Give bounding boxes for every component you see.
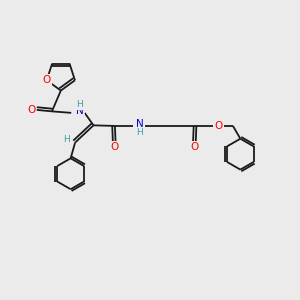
Text: O: O	[214, 121, 223, 131]
Text: O: O	[190, 142, 198, 152]
Text: N: N	[136, 118, 144, 128]
Text: O: O	[27, 105, 35, 115]
Text: N: N	[76, 106, 83, 116]
Text: O: O	[43, 75, 51, 85]
Text: O: O	[110, 142, 118, 152]
Text: H: H	[63, 135, 70, 144]
Text: H: H	[136, 128, 143, 137]
Text: H: H	[76, 100, 83, 109]
